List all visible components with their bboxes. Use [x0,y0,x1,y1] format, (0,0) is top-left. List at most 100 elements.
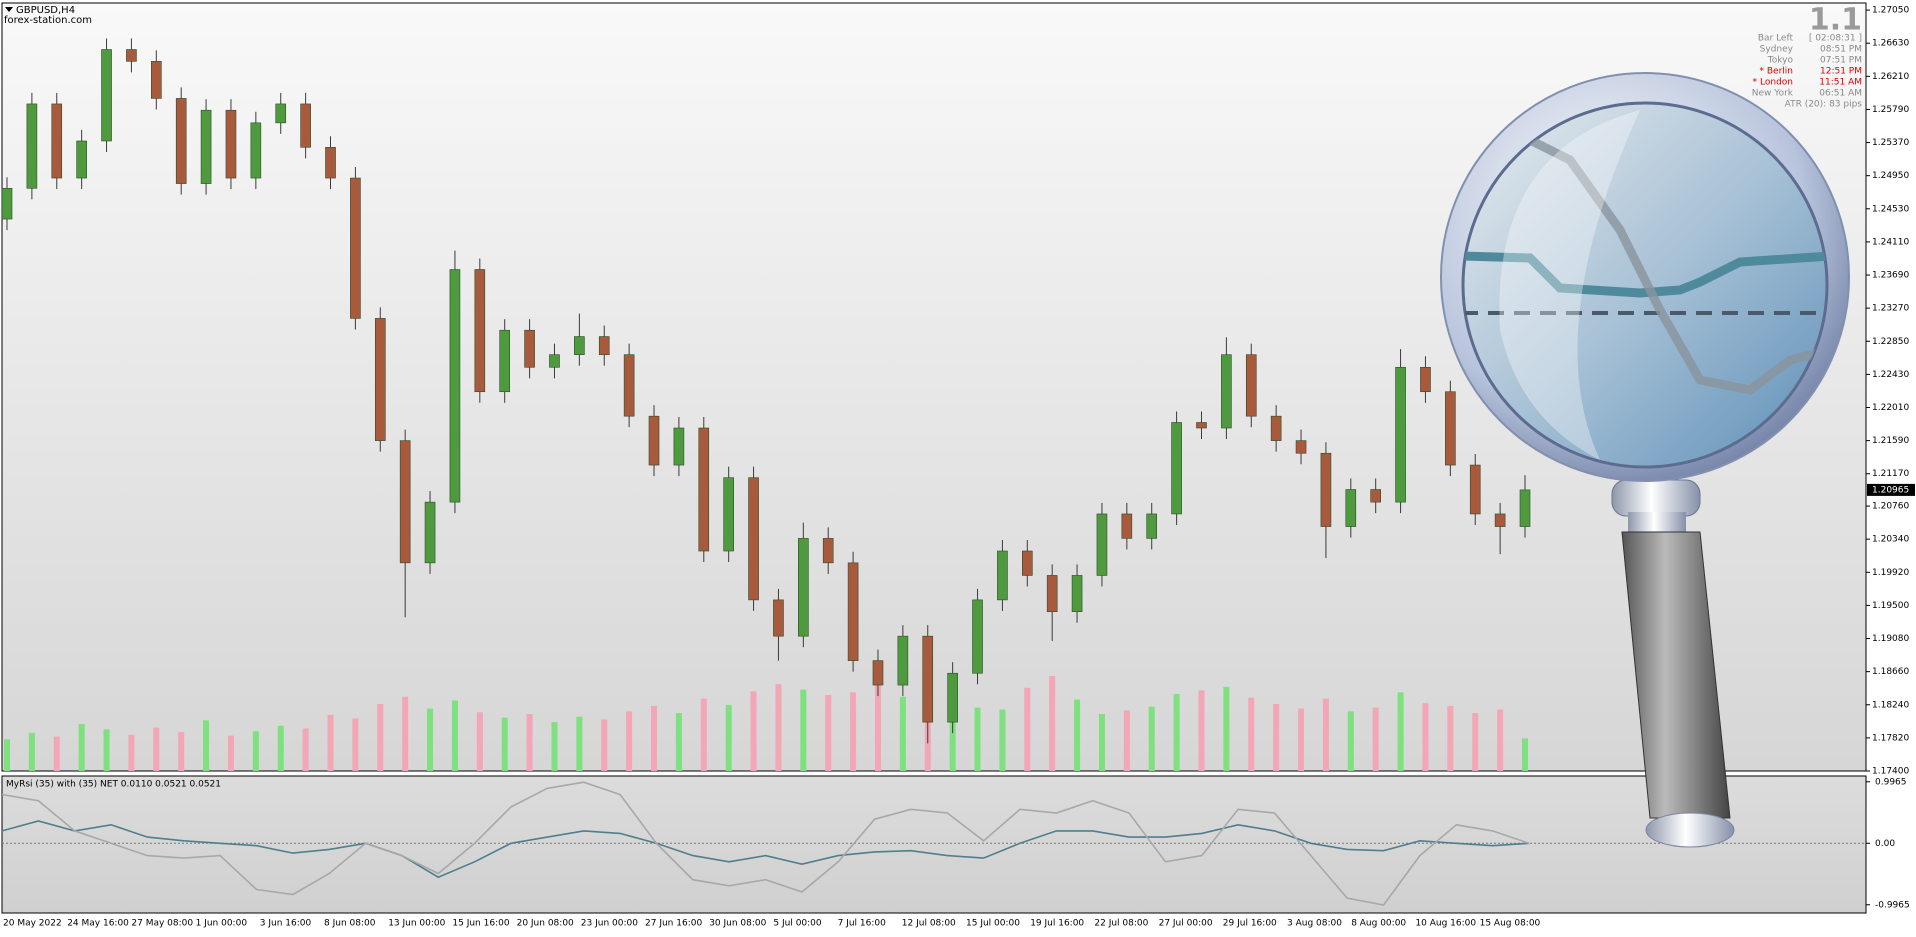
x-tick-label: 15 Jun 16:00 [452,919,509,929]
y-tick-label: 1.22430 [1872,370,1909,380]
candle-body [1221,354,1232,429]
candle-body [1320,452,1332,527]
candle-body [474,269,486,393]
x-tick-label: 22 Jul 08:00 [1094,919,1148,929]
candle-body [798,538,809,637]
candle-body [126,49,137,62]
volume-bar [775,684,782,771]
info-value: 12:51 PM [1820,67,1862,77]
candle-body [947,672,958,723]
x-tick-label: 12 Jul 08:00 [902,919,956,929]
candle-body [1,187,13,220]
y-tick-label: 1.17820 [1872,733,1909,743]
candle-body [1071,575,1083,613]
candle-body [1196,422,1207,429]
candle-body [1121,513,1133,539]
candle-body [76,140,87,179]
candle-body [1370,489,1381,503]
volume-bar [874,682,881,771]
volume-bar [1074,699,1081,771]
y-tick-label: -0.9965 [1875,900,1910,910]
volume-bar [675,713,682,771]
candle-body [773,599,784,637]
volume-bar [78,723,85,771]
candle-body [1096,513,1108,576]
volume-bar [153,727,160,771]
x-tick-label: 3 Aug 08:00 [1287,919,1342,929]
indicator-line [1,781,1530,906]
volume-bar [302,728,309,771]
candle-body [250,122,262,179]
candle-body [623,354,635,417]
candle-body [1395,366,1406,503]
candle-body [449,269,461,503]
info-value: 11:51 AM [1819,78,1862,88]
candle-body [1171,422,1182,515]
candle-body [225,109,237,179]
x-tick-label: 15 Jul 00:00 [966,919,1020,929]
y-tick-label: 1.25790 [1872,105,1909,115]
x-tick-label: 15 Aug 08:00 [1480,919,1541,929]
candle-body [698,427,710,552]
y-tick-label: 1.17400 [1872,767,1909,777]
x-tick-label: 20 Jun 08:00 [517,919,574,929]
candle-body [1146,513,1158,539]
atr: ATR (20): 83 pips [1785,100,1863,110]
candle-body [424,501,436,564]
candle-body [1270,415,1282,441]
candle-body [200,109,212,184]
y-tick-label: 1.24530 [1872,204,1909,214]
volume-bar [4,739,10,771]
candle-body [598,336,610,355]
volume-bar [1198,690,1205,771]
y-tick-label: 1.26630 [1872,39,1909,49]
x-tick-label: 8 Aug 00:00 [1351,919,1406,929]
volume-bar [601,719,608,771]
candle-body [574,336,585,355]
candle-body [374,318,386,441]
y-tick-label: 1.19920 [1872,568,1909,578]
y-tick-label: 1.19080 [1872,634,1909,644]
volume-bar [825,695,832,771]
y-tick-label: 1.18240 [1872,700,1909,710]
volume-bar [103,729,110,771]
main-plot: 1.27050 1.26630 1.26210 1.25790 1.25370 1.249… [1,6,1915,777]
candle-body [1021,550,1033,576]
x-tick-label: 7 Jul 16:00 [838,919,887,929]
y-tick-label: 1.24950 [1872,171,1909,181]
y-tick-label: 1.27050 [1872,6,1909,16]
info-value: [ 02:08:31 ] [1809,34,1862,44]
candle-body [399,440,411,564]
info-label: Tokyo [1767,56,1794,66]
info-value: 06:51 AM [1819,89,1862,99]
volume-bar [1322,698,1329,771]
volume-bar [1497,709,1504,771]
candle-body [175,98,187,184]
x-tick-label: 13 Jun 00:00 [388,919,445,929]
candle-body [847,562,859,661]
volume-bar [128,734,135,771]
indicator-line [1,820,1530,879]
candle-body [26,103,38,189]
y-tick-label: 1.20760 [1872,502,1909,512]
candle-body [673,427,685,466]
y-tick-label: 1.21170 [1872,469,1909,479]
y-tick-label: 0.9965 [1875,777,1907,787]
indicator-plot: MyRsi (35) with (35) NET 0.0110 0.0521 0… [1,777,1910,910]
volume-bar [53,736,60,771]
y-tick-label: 1.25370 [1872,138,1909,148]
volume-bar [28,733,35,771]
info-label: * Berlin [1760,67,1793,77]
y-tick-label: 1.22850 [1872,337,1909,347]
candle-body [1469,464,1481,515]
volume-bar [1372,707,1379,771]
symbol: GBPUSD,H4 [16,5,75,16]
candle-body [997,550,1008,601]
candle-body [748,477,759,601]
volume-bar [1248,697,1255,771]
volume-bar [1522,738,1528,771]
volume-bar [526,714,533,771]
volume-bar [1223,686,1230,771]
volume-bar [1422,703,1429,771]
volume-bar [1298,708,1305,771]
